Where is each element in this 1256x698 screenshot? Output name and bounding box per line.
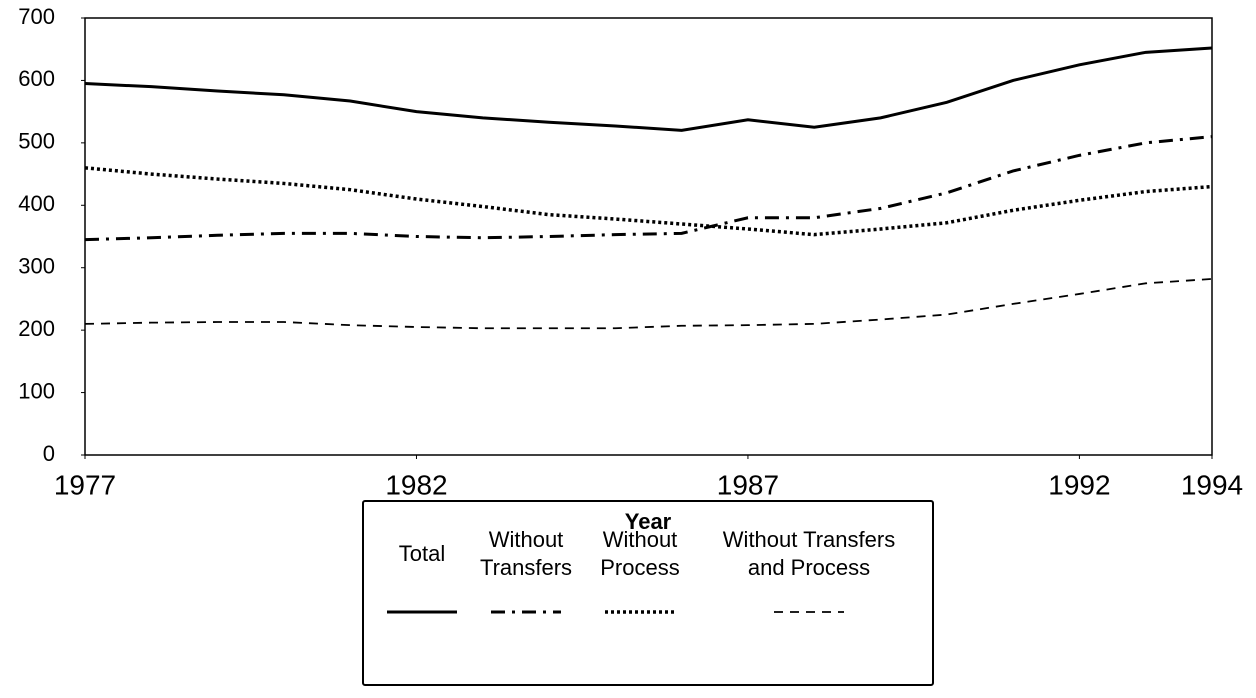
x-tick-label: 1977 — [54, 469, 116, 500]
legend-swatch — [774, 611, 844, 613]
y-tick-label: 700 — [18, 4, 55, 29]
legend-swatch — [387, 610, 457, 614]
legend-item: Without Process — [590, 524, 690, 684]
x-tick-label: 1982 — [385, 469, 447, 500]
legend-label: Total — [398, 541, 446, 566]
x-tick-label: 1992 — [1048, 469, 1110, 500]
y-tick-label: 200 — [18, 316, 55, 341]
series-line — [84, 46, 1213, 132]
legend-label: Without Transfers — [479, 527, 573, 580]
plot-frame — [84, 17, 1213, 456]
series-line — [84, 135, 1213, 242]
y-tick-label: 0 — [43, 441, 55, 466]
x-tick-label: 1987 — [717, 469, 779, 500]
legend-label: Without Transfers and Process — [722, 527, 896, 580]
y-tick-label: 400 — [18, 191, 55, 216]
legend: Total Without Transfers Without Process Wit… — [362, 500, 934, 686]
y-tick-label: 300 — [18, 254, 55, 279]
legend-label: Without Process — [600, 527, 680, 580]
legend-item: Total — [382, 524, 462, 684]
legend-swatch — [491, 610, 561, 614]
legend-swatch — [605, 610, 675, 614]
series-line — [84, 166, 1213, 237]
y-tick-label: 600 — [18, 66, 55, 91]
legend-item: Without Transfers and Process — [704, 524, 914, 684]
legend-item: Without Transfers — [476, 524, 576, 684]
x-axis-label: Year — [625, 509, 672, 534]
x-tick-label: 1994 — [1181, 469, 1243, 500]
series-line — [84, 278, 1213, 330]
y-tick-label: 100 — [18, 378, 55, 403]
y-tick-label: 500 — [18, 129, 55, 154]
